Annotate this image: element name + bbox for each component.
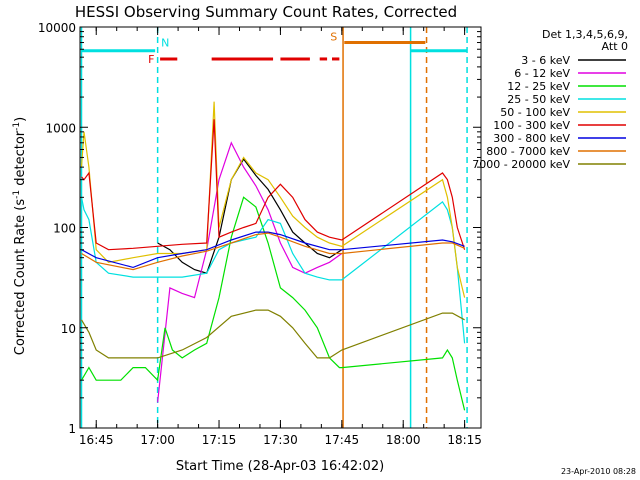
series-line-7 xyxy=(81,232,465,271)
legend-label-0: 3 - 6 keV xyxy=(521,54,570,67)
chart-title: HESSI Observing Summary Count Rates, Cor… xyxy=(75,3,457,21)
plot-series-group xyxy=(80,27,468,428)
legend-label-8: 7000 - 20000 keV xyxy=(472,158,570,171)
plot-area: NF S 16:45 17:00 17:15 17:30 17:45 18:00 18:15 1 1… xyxy=(38,21,482,447)
legend-label-2: 12 - 25 keV xyxy=(507,80,570,93)
series-line-3 xyxy=(80,197,466,344)
legend-label-1: 6 - 12 keV xyxy=(514,67,570,80)
y-axis-label: Corrected Count Rate (s-1 detector-1) xyxy=(12,117,28,355)
series-line-5 xyxy=(81,119,466,251)
series-line-1 xyxy=(157,141,343,403)
flag-label-S: S xyxy=(330,31,337,44)
legend-header-detectors: Det 1,3,4,5,6,9, xyxy=(542,28,628,41)
x-tick-label-3: 17:30 xyxy=(263,433,298,447)
y-tick-label-4: 10000 xyxy=(38,21,76,35)
y-tick-label-0: 1 xyxy=(68,422,76,436)
series-line-2 xyxy=(80,196,466,411)
series-line-8 xyxy=(80,309,465,359)
x-tick-label-6: 18:15 xyxy=(447,433,482,447)
x-tick-label-1: 17:00 xyxy=(140,433,175,447)
legend-label-6: 300 - 800 keV xyxy=(493,132,570,145)
legend-label-4: 50 - 100 keV xyxy=(500,106,570,119)
legend-header-attenuator: Att 0 xyxy=(602,40,628,53)
date-stamp: 23-Apr-2010 08:28 xyxy=(561,467,636,476)
x-tick-label-2: 17:15 xyxy=(202,433,237,447)
x-tick-label-5: 18:00 xyxy=(386,433,421,447)
x-tick-label-0: 16:45 xyxy=(79,433,114,447)
y-tick-label-3: 1000 xyxy=(45,121,76,135)
y-tick-label-2: 100 xyxy=(53,222,76,236)
legend-label-7: 800 - 7000 keV xyxy=(486,145,570,158)
x-tick-label-4: 17:45 xyxy=(325,433,360,447)
flag-label-N: N xyxy=(161,37,169,50)
x-axis-label: Start Time (28-Apr-03 16:42:02) xyxy=(176,459,384,474)
y-tick-label-1: 10 xyxy=(61,322,76,336)
flag-label-F: F xyxy=(148,53,154,66)
legend-label-5: 100 - 300 keV xyxy=(493,119,570,132)
legend-label-3: 25 - 50 keV xyxy=(507,93,570,106)
series-line-6 xyxy=(81,231,465,269)
